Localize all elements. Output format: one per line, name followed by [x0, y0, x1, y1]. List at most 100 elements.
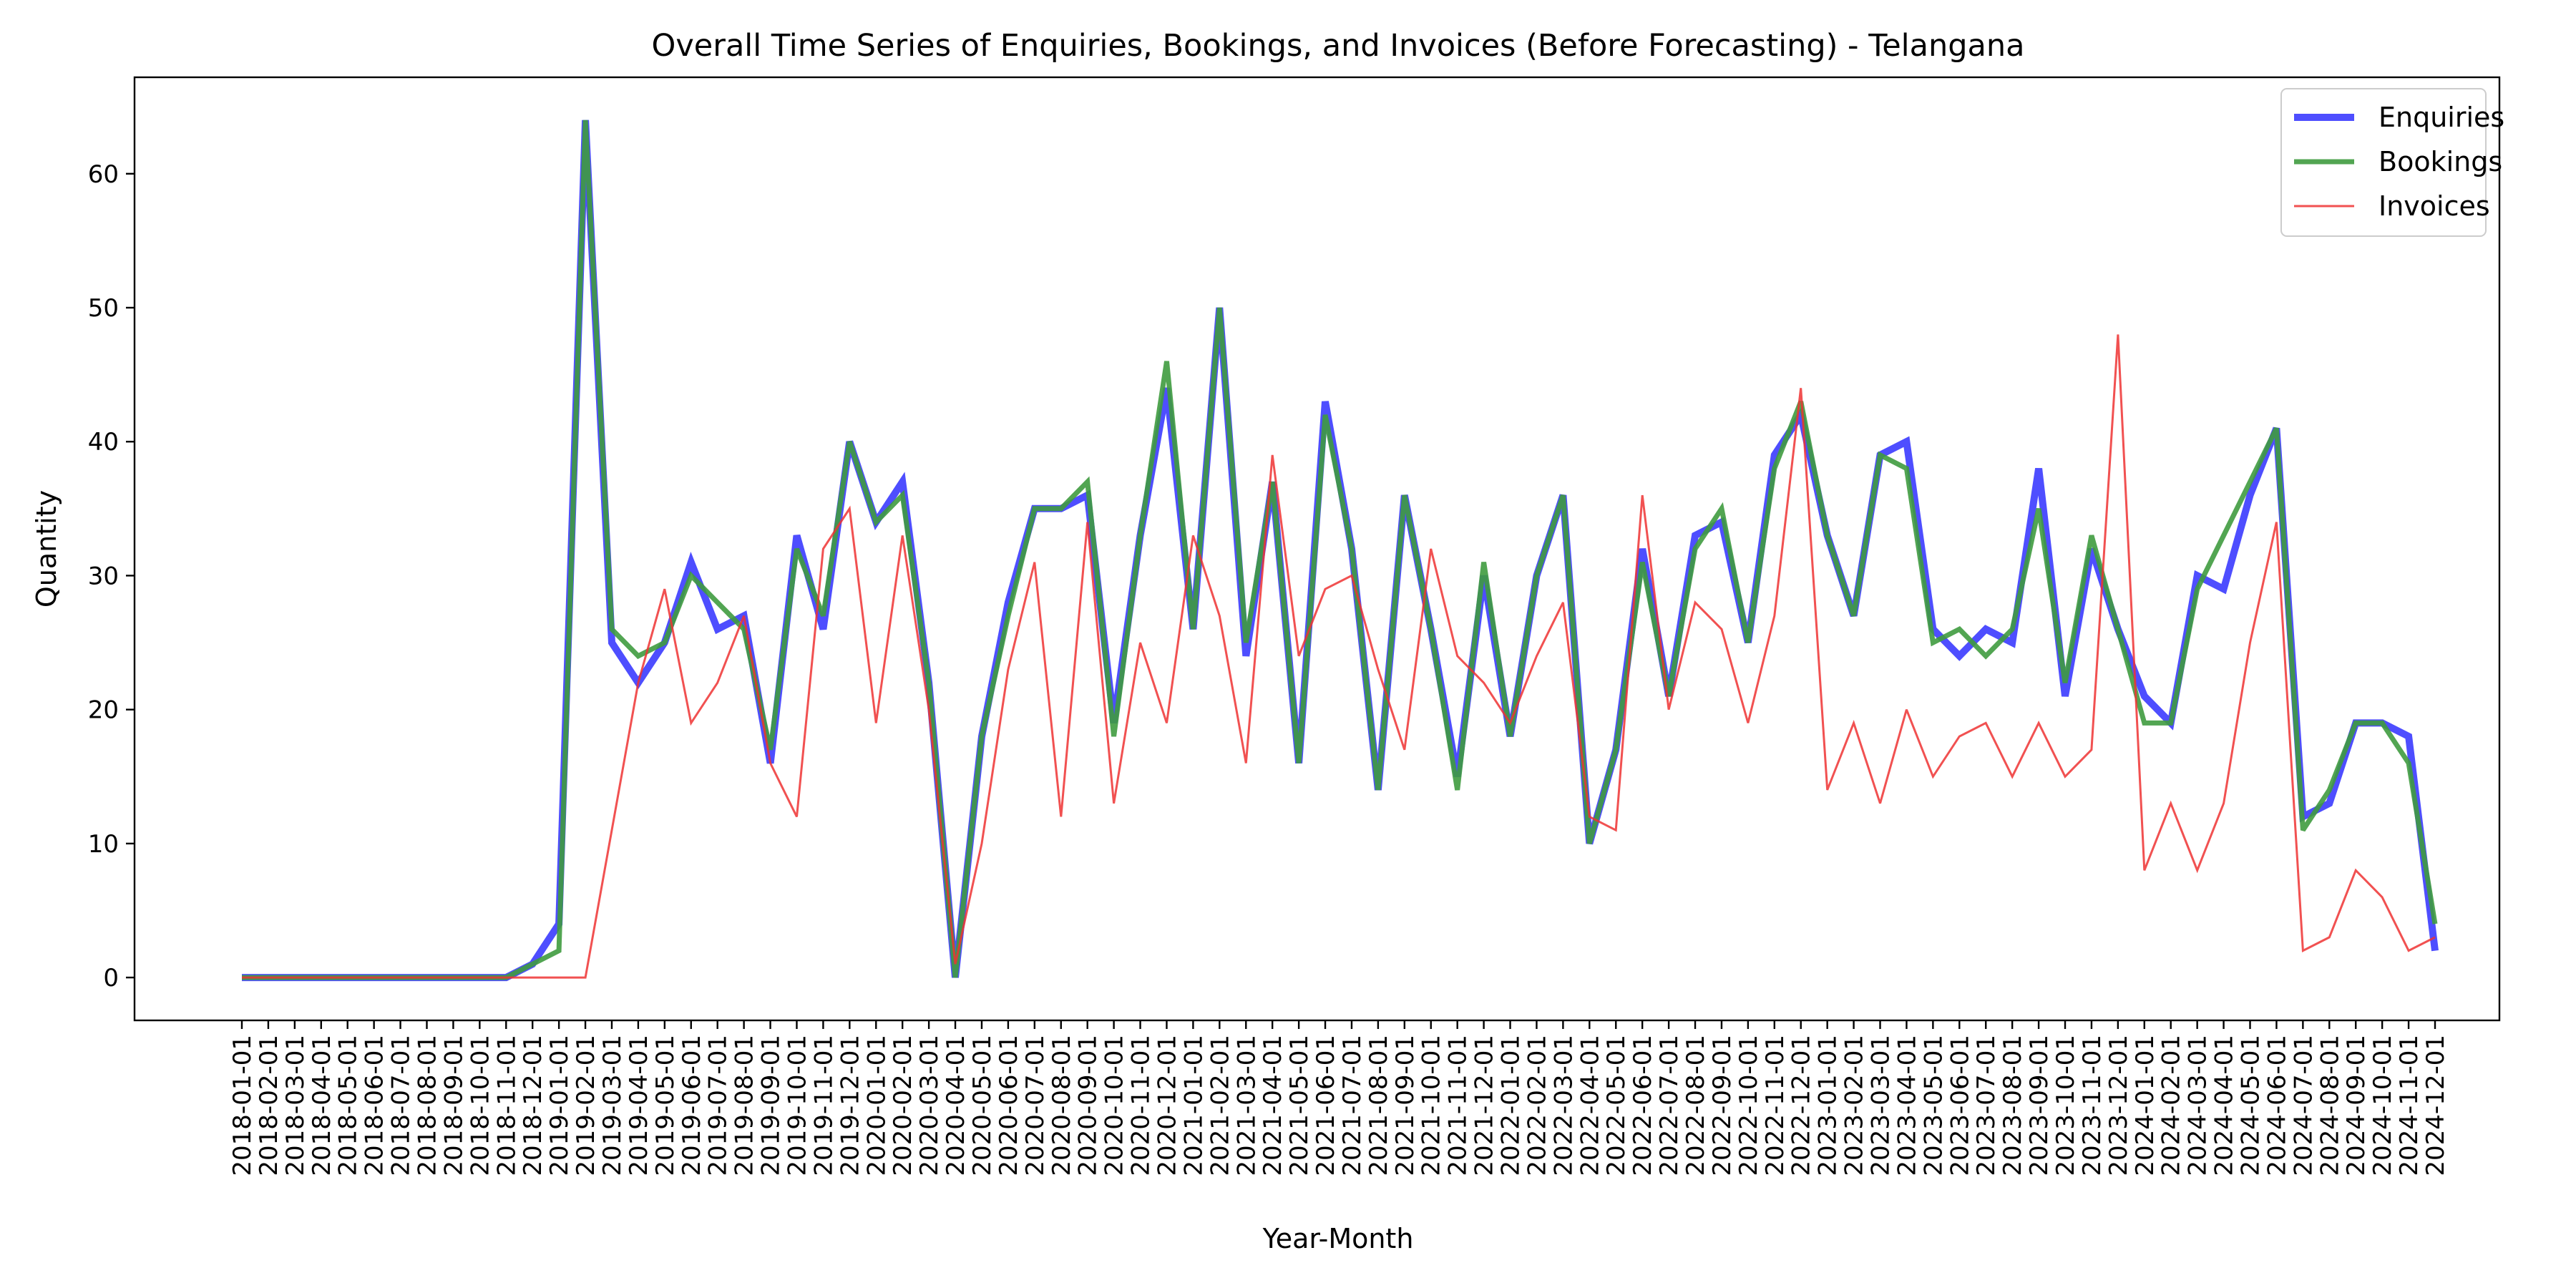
x-tick-label: 2023-05-01 [1919, 1035, 1948, 1176]
x-tick-label: 2019-02-01 [572, 1035, 600, 1176]
x-tick-label: 2023-10-01 [2051, 1035, 2080, 1176]
x-tick-label: 2024-01-01 [2131, 1035, 2160, 1176]
chart-title: Overall Time Series of Enquiries, Bookin… [652, 28, 2025, 64]
series-layer [242, 119, 2439, 982]
x-tick-label: 2021-03-01 [1232, 1035, 1261, 1176]
x-tick-label: 2019-12-01 [836, 1035, 864, 1176]
x-tick-label: 2021-10-01 [1418, 1035, 1446, 1176]
x-tick-label: 2024-09-01 [2342, 1035, 2371, 1176]
plot-area [133, 76, 2501, 1022]
x-tick-label: 2018-02-01 [255, 1035, 283, 1176]
x-tick-label: 2022-11-01 [1761, 1035, 1790, 1176]
legend: Enquiries Bookings Invoices [2280, 88, 2504, 237]
x-tick-label: 2021-06-01 [1312, 1035, 1340, 1176]
x-tick-label: 2018-08-01 [413, 1035, 441, 1176]
x-tick-label: 2020-08-01 [1048, 1035, 1076, 1176]
x-tick-label: 2018-12-01 [519, 1035, 547, 1176]
x-axis-label: Year-Month [1262, 1223, 1414, 1254]
x-tick-label: 2022-03-01 [1549, 1035, 1578, 1176]
x-tick-label: 2020-11-01 [1127, 1035, 1156, 1176]
y-tick-label: 50 [88, 294, 119, 323]
x-tick-label: 2019-06-01 [678, 1035, 706, 1176]
x-tick-label: 2022-07-01 [1655, 1035, 1684, 1176]
x-tick-label: 2019-08-01 [731, 1035, 759, 1176]
x-tick-label: 2018-03-01 [281, 1035, 310, 1176]
x-tick-label: 2018-11-01 [492, 1035, 521, 1176]
x-tick-label: 2022-04-01 [1576, 1035, 1604, 1176]
x-tick-label: 2020-10-01 [1101, 1035, 1129, 1176]
y-tick-label: 20 [88, 696, 119, 725]
y-tick-label: 0 [103, 964, 119, 992]
x-tick-label: 2020-03-01 [915, 1035, 944, 1176]
x-tick-label: 2020-05-01 [968, 1035, 997, 1176]
y-tick-label: 10 [88, 830, 119, 859]
x-tick-label: 2021-09-01 [1391, 1035, 1420, 1176]
x-tick-label: 2019-10-01 [783, 1035, 811, 1176]
x-tick-label: 2019-05-01 [651, 1035, 680, 1176]
x-tick-label: 2021-07-01 [1338, 1035, 1367, 1176]
x-tick-label: 2020-06-01 [995, 1035, 1023, 1176]
x-tick-label: 2018-10-01 [466, 1035, 494, 1176]
x-tick-label: 2020-02-01 [889, 1035, 917, 1176]
x-tick-label: 2021-11-01 [1444, 1035, 1473, 1176]
x-tick-label: 2023-03-01 [1867, 1035, 1896, 1176]
x-tick-label: 2020-07-01 [1021, 1035, 1050, 1176]
x-tick-label: 2023-08-01 [1999, 1035, 2027, 1176]
y-tick-label: 30 [88, 562, 119, 590]
x-tick-label: 2021-05-01 [1285, 1035, 1314, 1176]
x-tick-label: 2022-02-01 [1523, 1035, 1551, 1176]
legend-label-invoices: Invoices [2379, 190, 2490, 222]
x-tick-label: 2021-02-01 [1206, 1035, 1234, 1176]
x-tick-label: 2023-04-01 [1893, 1035, 1921, 1176]
x-tick-label: 2022-06-01 [1629, 1035, 1657, 1176]
x-tick-label: 2024-07-01 [2289, 1035, 2318, 1176]
x-tick-label: 2023-11-01 [2078, 1035, 2107, 1176]
x-tick-label: 2023-07-01 [1972, 1035, 2001, 1176]
x-tick-label: 2020-01-01 [862, 1035, 891, 1176]
legend-box [2280, 88, 2487, 237]
x-tick-label: 2018-07-01 [387, 1035, 416, 1176]
x-tick-label: 2023-02-01 [1840, 1035, 1869, 1176]
x-tick-label: 2022-09-01 [1708, 1035, 1737, 1176]
x-tick-label: 2023-09-01 [2025, 1035, 2054, 1176]
x-tick-label: 2024-11-01 [2395, 1035, 2424, 1176]
legend-label-bookings: Bookings [2379, 146, 2502, 177]
x-tick-label: 2022-12-01 [1787, 1035, 1816, 1176]
x-tick-label: 2022-05-01 [1602, 1035, 1631, 1176]
x-tick-label: 2020-12-01 [1153, 1035, 1181, 1176]
y-tick-label: 40 [88, 428, 119, 457]
x-tick-label: 2021-08-01 [1365, 1035, 1393, 1176]
y-axis: 0 10 20 30 40 50 60 [88, 160, 135, 992]
x-tick-label: 2023-06-01 [1946, 1035, 1974, 1176]
x-tick-label: 2018-09-01 [439, 1035, 468, 1176]
x-tick-label: 2022-08-01 [1682, 1035, 1710, 1176]
x-tick-label: 2020-04-01 [942, 1035, 970, 1176]
series-line-invoices [242, 334, 2436, 979]
x-tick-label: 2024-05-01 [2237, 1035, 2265, 1176]
y-axis-label: Quantity [31, 490, 62, 608]
x-tick-label: 2022-01-01 [1497, 1035, 1526, 1176]
x-tick-label: 2024-06-01 [2263, 1035, 2291, 1176]
x-tick-label: 2018-06-01 [361, 1035, 389, 1176]
x-tick-label: 2024-08-01 [2316, 1035, 2344, 1176]
x-tick-label: 2018-01-01 [228, 1035, 257, 1176]
x-axis: 2018-01-012018-02-012018-03-012018-04-01… [228, 1020, 2450, 1176]
x-tick-label: 2024-04-01 [2210, 1035, 2239, 1176]
x-tick-label: 2024-02-01 [2157, 1035, 2186, 1176]
x-tick-label: 2021-04-01 [1259, 1035, 1287, 1176]
legend-label-enquiries: Enquiries [2379, 102, 2504, 133]
x-tick-label: 2023-12-01 [2104, 1035, 2133, 1176]
x-tick-label: 2024-10-01 [2368, 1035, 2397, 1176]
x-tick-label: 2019-03-01 [598, 1035, 627, 1176]
x-tick-label: 2021-12-01 [1470, 1035, 1499, 1176]
series-line-bookings [242, 119, 2438, 980]
x-tick-label: 2019-07-01 [704, 1035, 733, 1176]
x-tick-label: 2024-12-01 [2421, 1035, 2450, 1176]
x-tick-label: 2022-10-01 [1735, 1035, 1763, 1176]
x-tick-label: 2021-01-01 [1179, 1035, 1208, 1176]
x-tick-label: 2019-04-01 [625, 1035, 653, 1176]
x-tick-label: 2023-01-01 [1814, 1035, 1843, 1176]
x-tick-label: 2018-05-01 [334, 1035, 363, 1176]
x-tick-label: 2019-09-01 [757, 1035, 786, 1176]
